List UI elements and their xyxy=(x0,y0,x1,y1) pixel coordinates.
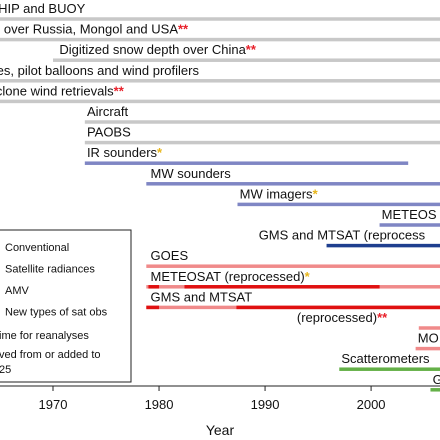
row-label-16: (reprocessed)** xyxy=(297,310,388,325)
row-marker-5: ** xyxy=(114,83,125,98)
bar-row-3 xyxy=(53,58,440,62)
bar-row-17 xyxy=(415,346,440,351)
row-marker-16: ** xyxy=(377,310,388,325)
bar-row-4 xyxy=(0,79,440,83)
row-label-3: Digitized snow depth over China** xyxy=(59,42,256,57)
row-label-1: SHIP and BUOY xyxy=(0,1,86,16)
row-marker-2: ** xyxy=(178,22,189,37)
legend-note-line-3: 25 xyxy=(0,364,11,376)
legend-item-4: New types of sat obs xyxy=(5,307,108,319)
bar-row-10 xyxy=(237,202,440,207)
timeline-labels: SHIP and BUOY th over Russia, Mongol and … xyxy=(0,1,440,387)
row-marker-3: ** xyxy=(246,42,257,57)
row-marker-10: * xyxy=(313,186,319,201)
bar-row-8 xyxy=(84,161,409,165)
legend-item-3: AMV xyxy=(5,285,30,297)
row-label-4: des, pilot balloons and wind profilers xyxy=(0,63,199,78)
bar-row-7 xyxy=(84,140,440,145)
row-label-9: MW sounders xyxy=(151,166,232,181)
x-axis-label: Year xyxy=(206,422,235,438)
legend-item-1: Conventional xyxy=(5,242,69,254)
legend-box xyxy=(0,229,132,383)
overlay-bar-1 xyxy=(148,285,160,289)
bar-row-1 xyxy=(0,17,440,21)
legend: Conventional Satellite radiances AMV New ty… xyxy=(0,229,132,383)
overlay-bar-3 xyxy=(146,305,160,310)
legend-note-line-2: ved from or added to xyxy=(0,349,101,361)
bar-row-5 xyxy=(0,99,440,104)
x-tick-label-1990: 1990 xyxy=(251,397,280,412)
overlay-bar-4 xyxy=(236,305,440,310)
bar-row-2 xyxy=(0,37,440,42)
row-label-13: GOES xyxy=(151,248,189,263)
overlay-bar-2 xyxy=(184,285,380,289)
row-label-6: Aircraft xyxy=(87,104,129,119)
row-label-15: GMS and MTSAT xyxy=(151,289,253,304)
x-tick-label-1980: 1980 xyxy=(145,397,174,412)
row-label-11: METEOS xyxy=(382,207,437,222)
row-label-2: th over Russia, Mongol and USA** xyxy=(0,22,189,37)
row-marker-14: * xyxy=(305,269,311,284)
legend-note-line-1: ime for reanalyses xyxy=(0,330,89,342)
bar-row-18 xyxy=(339,367,440,371)
x-tick-label-2000: 2000 xyxy=(357,397,386,412)
row-label-17: MO xyxy=(418,331,439,346)
x-axis-ticks: 1970 1980 1990 2000 xyxy=(39,386,386,412)
bar-row-6 xyxy=(84,120,440,124)
row-label-10: MW imagers* xyxy=(240,186,319,201)
row-label-7: PAOBS xyxy=(87,125,131,140)
bar-row-19 xyxy=(430,388,440,392)
row-label-19: G xyxy=(433,372,440,387)
x-axis: 1970 1980 1990 2000 Year xyxy=(0,385,440,438)
x-tick-label-1970: 1970 xyxy=(39,397,68,412)
bar-row-11 xyxy=(379,223,440,227)
bar-row-13 xyxy=(146,264,440,268)
legend-items: Conventional Satellite radiances AMV New ty… xyxy=(5,242,108,319)
row-label-18: Scatterometers xyxy=(341,351,430,366)
timeline-overlays xyxy=(146,285,440,310)
row-label-12: GMS and MTSAT (reprocess xyxy=(259,228,426,243)
row-marker-8: * xyxy=(157,145,163,160)
row-label-8: IR sounders* xyxy=(87,145,163,160)
legend-item-2: Satellite radiances xyxy=(5,264,95,276)
row-label-14: METEOSAT (reprocessed)* xyxy=(151,269,311,284)
bar-row-12 xyxy=(326,243,440,248)
bar-row-9 xyxy=(146,182,440,186)
bar-row-16 xyxy=(418,326,440,330)
row-label-5: yclone wind retrievals** xyxy=(0,83,125,98)
